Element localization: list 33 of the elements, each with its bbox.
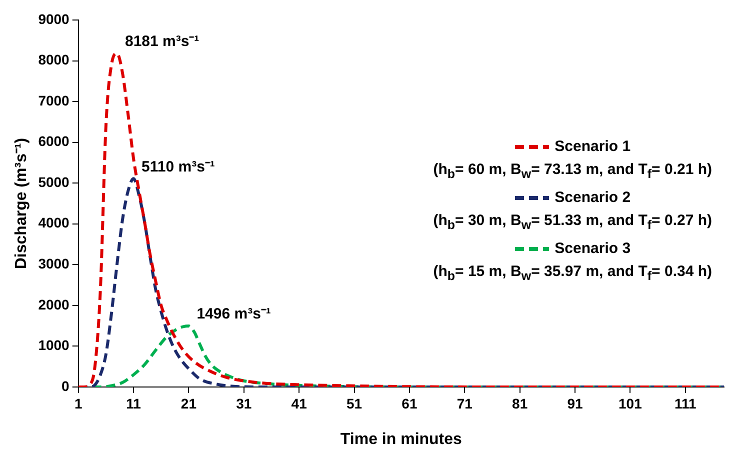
legend-label: Scenario 3 [554,240,631,257]
x-tick-label: 51 [346,395,362,412]
y-tick-label: 2000 [38,296,70,312]
x-tick-label: 11 [126,395,142,412]
x-tick-label: 71 [456,395,473,412]
x-tick-label: 61 [402,395,418,412]
y-tick-label: 0 [62,378,70,394]
x-tick-label: 91 [567,395,583,412]
annotation: 8181 m³s⁻¹ [124,33,200,50]
annotation: 1496 m³s⁻¹ [196,306,271,323]
y-tick-label: 5000 [38,174,70,190]
annotation: (h$_{b}$= 30 m, B$_{w}$= 51.33 m, and T$_{f}$= 0.27 h) [433,212,712,232]
annotation: 5110 m³s⁻¹ [142,158,215,176]
x-tick-label: 111 [674,395,696,412]
annotation: (h$_{b}$= 15 m, B$_{w}$= 35.97 m, and T$_{f}$= 0.34 h) [433,263,712,283]
y-tick-label: 7000 [38,92,70,108]
x-tick-label: 21 [180,395,197,412]
y-tick-label: 9000 [38,10,70,27]
x-tick-label: 41 [291,395,308,412]
y-tick-label: 6000 [38,133,70,150]
x-tick-label: 31 [236,395,252,412]
legend-label: Scenario 1 [554,138,631,155]
x-axis-title: Time in minutes [340,430,462,448]
x-tick-label: 101 [618,395,642,412]
legend-label: Scenario 2 [554,189,631,206]
x-tick-label: 81 [512,395,528,412]
y-tick-label: 3000 [38,256,70,272]
y-tick-label: 1000 [38,337,70,354]
y-tick-label: 4000 [38,214,70,231]
y-axis-title: Discharge (m³s⁻¹) [13,138,30,270]
y-tick-label: 8000 [38,52,70,68]
x-tick-label: 1 [74,395,82,412]
annotation: (h$_{b}$= 60 m, B$_{w}$= 73.13 m, and T$_{f}$= 0.21 h) [433,161,712,181]
